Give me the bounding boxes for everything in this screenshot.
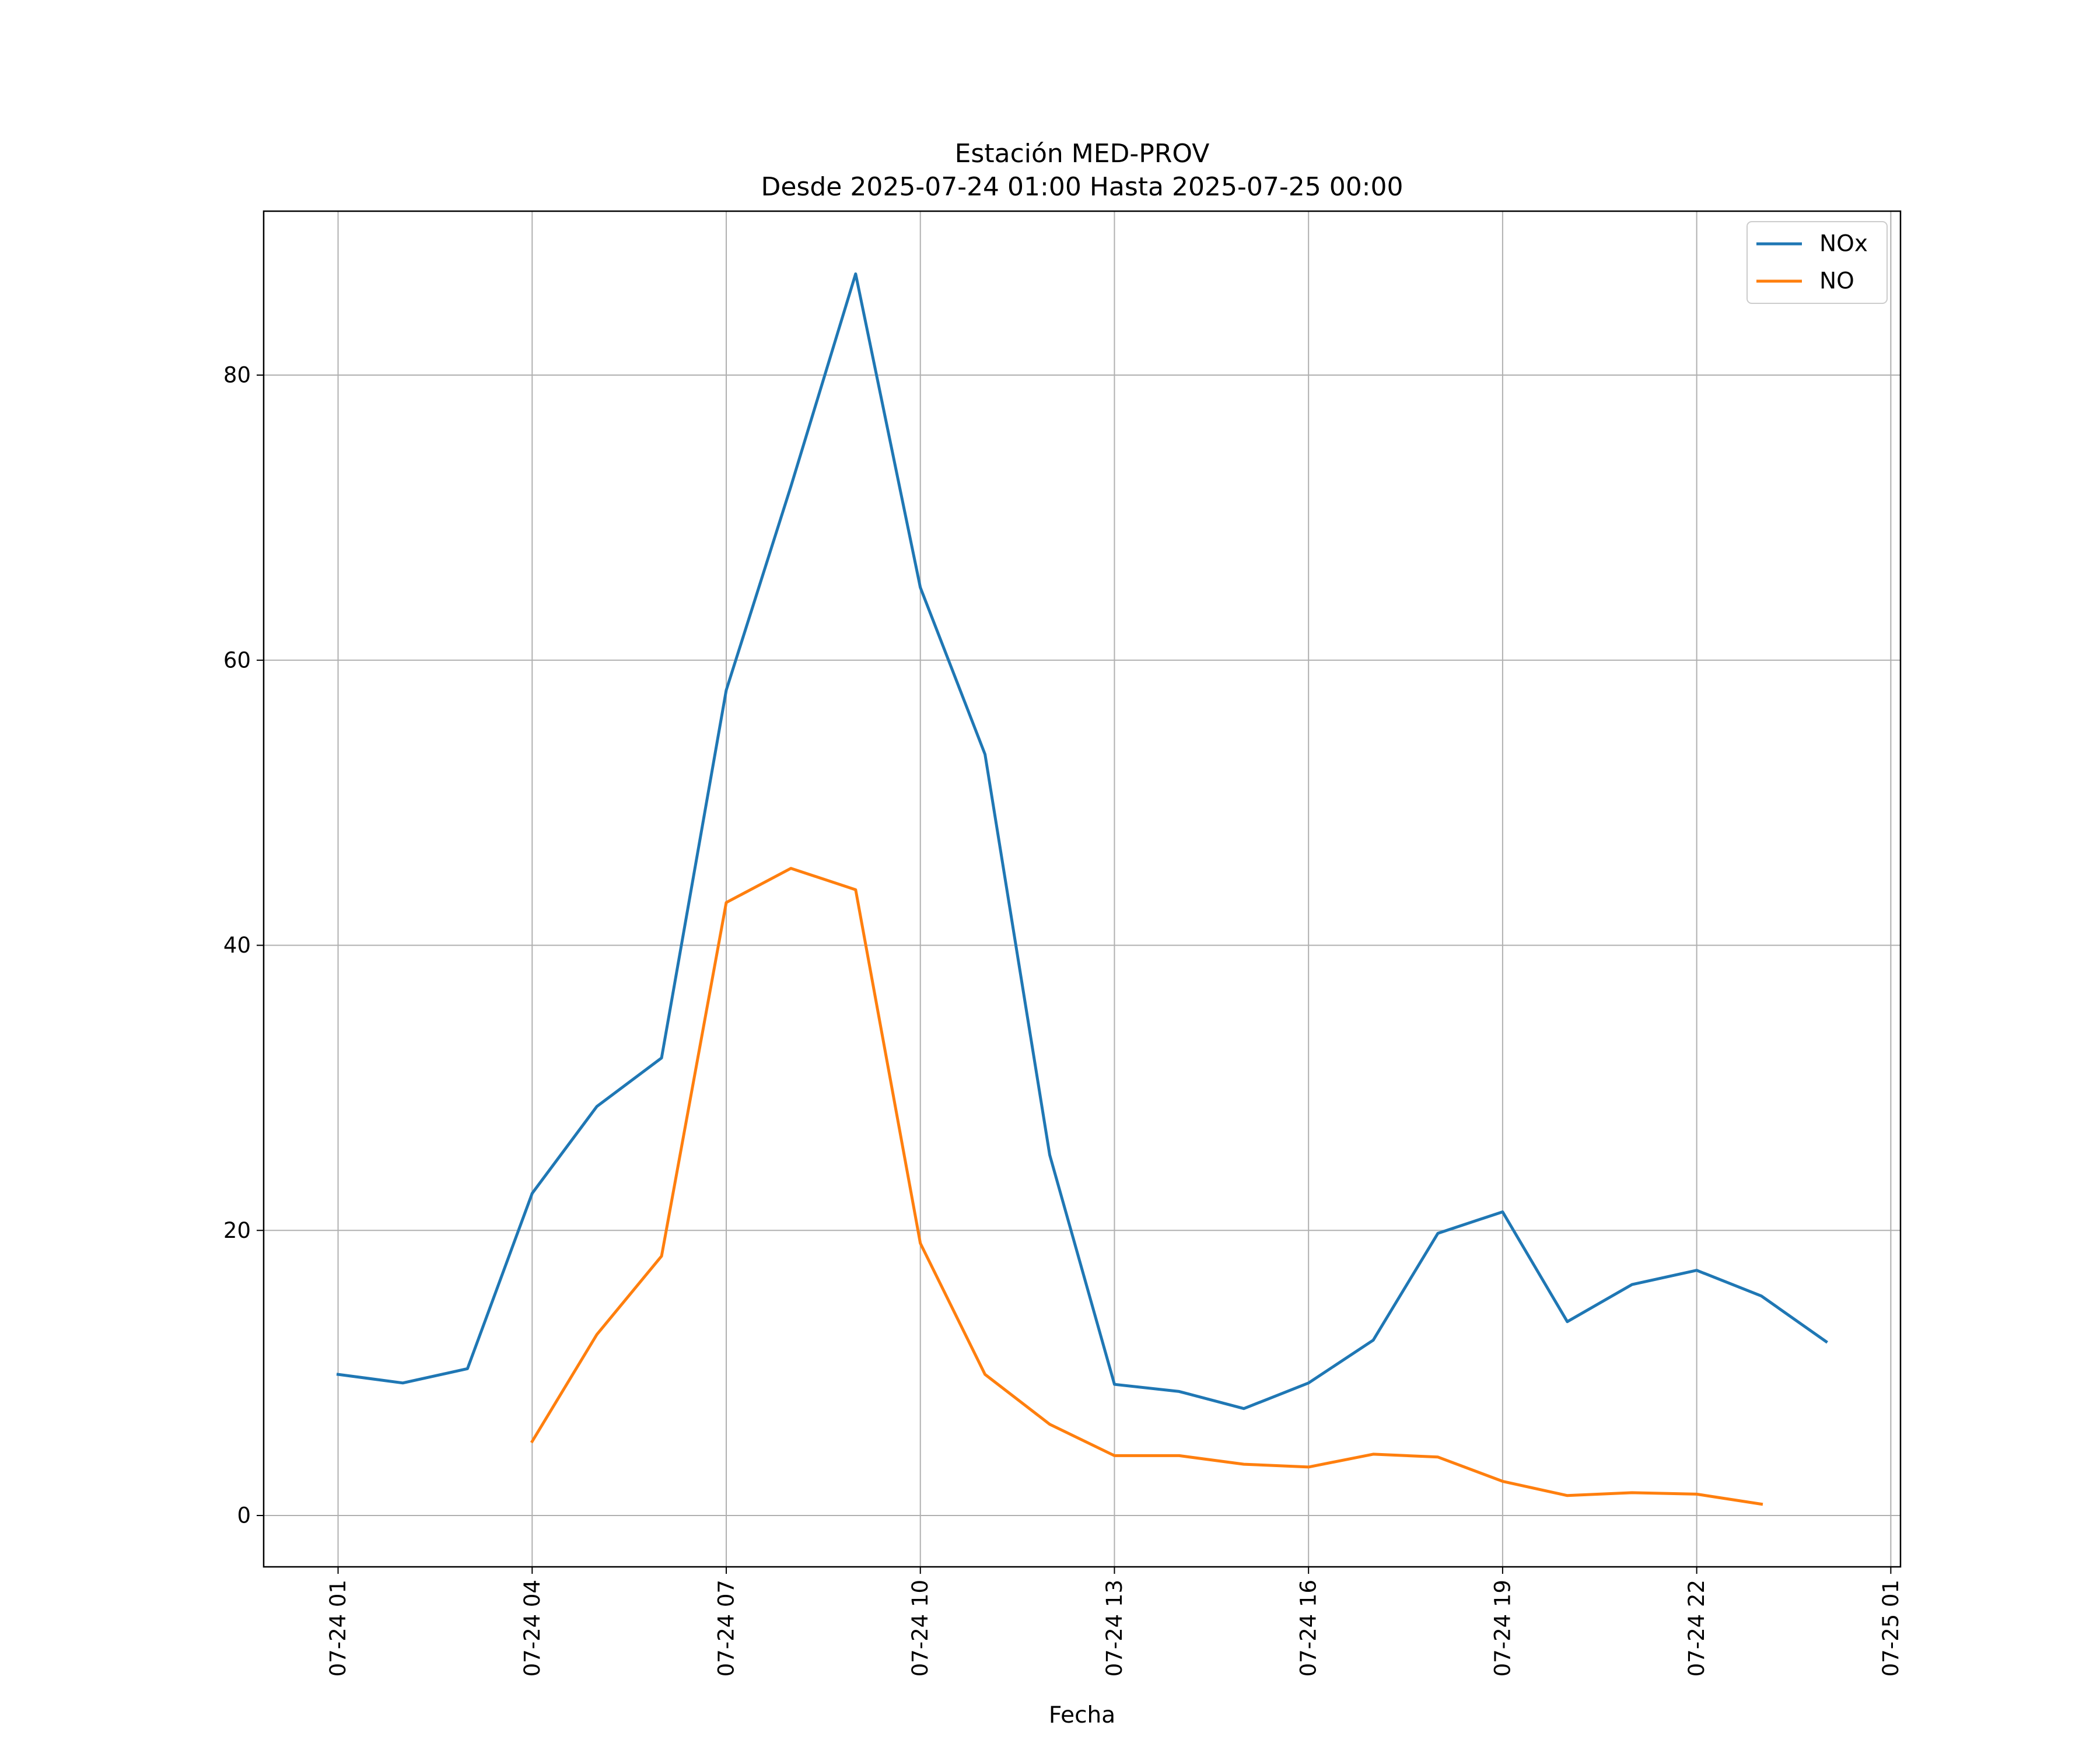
plot-area-frame [262,210,1902,1568]
y-axis: 0 20 40 60 80 [223,363,264,1528]
legend: NOx NO [1746,221,1888,304]
chart-subtitle: Desde 2025-07-24 01:00 Hasta 2025-07-25 … [761,172,1403,202]
x-tick-label: 07-24 01 [326,1580,351,1676]
plot-lines [336,272,1828,1506]
grid [264,211,1901,1567]
x-tick-label: 07-24 22 [1684,1580,1709,1676]
x-tick-label: 07-24 13 [1102,1580,1127,1676]
legend-box [1746,221,1888,304]
x-axis-label: Fecha [1049,1702,1115,1728]
x-tick-label: 07-24 04 [520,1580,545,1676]
x-tick-label: 07-24 19 [1490,1580,1515,1676]
x-tick-label: 07-25 01 [1878,1580,1903,1676]
y-tick-label: 40 [223,933,251,958]
series-line-nox [336,272,1828,1410]
series-line-no [530,867,1763,1506]
y-tick-label: 0 [237,1503,251,1528]
x-axis: 07-24 01 07-24 04 07-24 07 07-24 10 07-24 13… [326,1567,1903,1676]
legend-label-nox: NOx [1819,231,1868,257]
legend-label-no: NO [1819,268,1854,295]
y-tick-label: 60 [223,648,251,673]
chart-title: Estación MED-PROV [955,139,1210,169]
y-tick-label: 80 [223,363,251,388]
x-tick-label: 07-24 07 [714,1580,739,1676]
x-tick-label: 07-24 10 [908,1580,933,1676]
x-tick-label: 07-24 16 [1296,1580,1321,1676]
y-tick-label: 20 [223,1218,251,1243]
